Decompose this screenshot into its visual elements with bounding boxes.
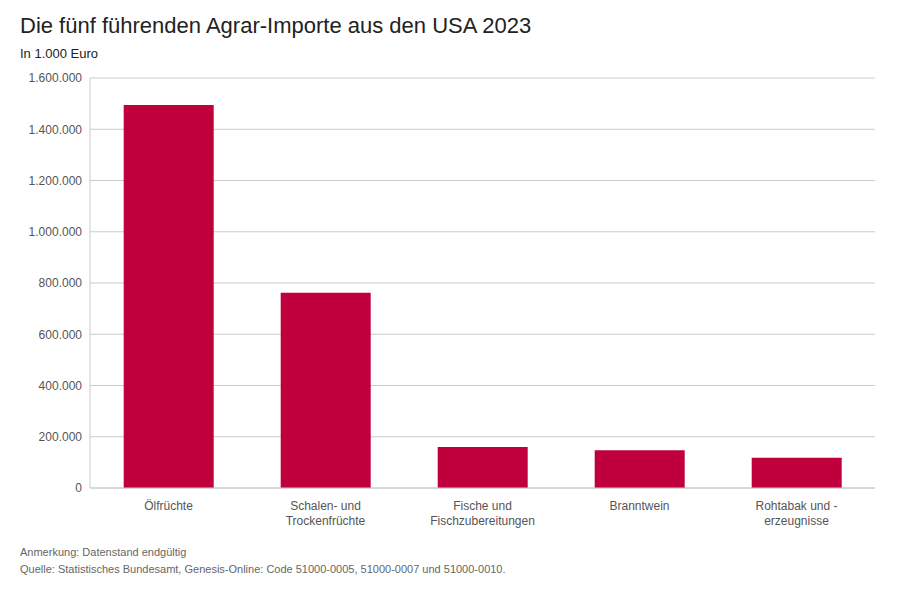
svg-text:Branntwein: Branntwein bbox=[609, 499, 669, 513]
svg-text:0: 0 bbox=[75, 481, 82, 495]
svg-text:800.000: 800.000 bbox=[39, 276, 83, 290]
svg-text:Ölfrüchte: Ölfrüchte bbox=[144, 499, 193, 513]
html-text:Quelle: Statistisches Bundesam: Quelle: Statistisches Bundesamt, Genesis… bbox=[20, 562, 506, 575]
svg-text:1.600.000: 1.600.000 bbox=[29, 71, 83, 85]
svg-text:200.000: 200.000 bbox=[39, 430, 83, 444]
html-text:Anmerkung: Datenstand endgülti: Anmerkung: Datenstand endgültig bbox=[20, 546, 187, 558]
svg-text:Rohtabak und -erzeugnisse: Rohtabak und -erzeugnisse bbox=[755, 499, 837, 528]
svg-text:1.000.000: 1.000.000 bbox=[29, 225, 83, 239]
svg-text:400.000: 400.000 bbox=[39, 379, 83, 393]
svg-text:Fische undFischzubereitungen: Fische undFischzubereitungen bbox=[430, 499, 535, 528]
svg-text:600.000: 600.000 bbox=[39, 328, 83, 342]
html-text:Die fünf führenden Agrar-Impor: Die fünf führenden Agrar-Importe aus den… bbox=[20, 13, 532, 38]
svg-text:1.400.000: 1.400.000 bbox=[29, 123, 83, 137]
svg-text:Schalen- undTrockenfrüchte: Schalen- undTrockenfrüchte bbox=[286, 499, 366, 528]
svg-text:1.200.000: 1.200.000 bbox=[29, 174, 83, 188]
html-text:In 1.000 Euro: In 1.000 Euro bbox=[20, 46, 99, 61]
